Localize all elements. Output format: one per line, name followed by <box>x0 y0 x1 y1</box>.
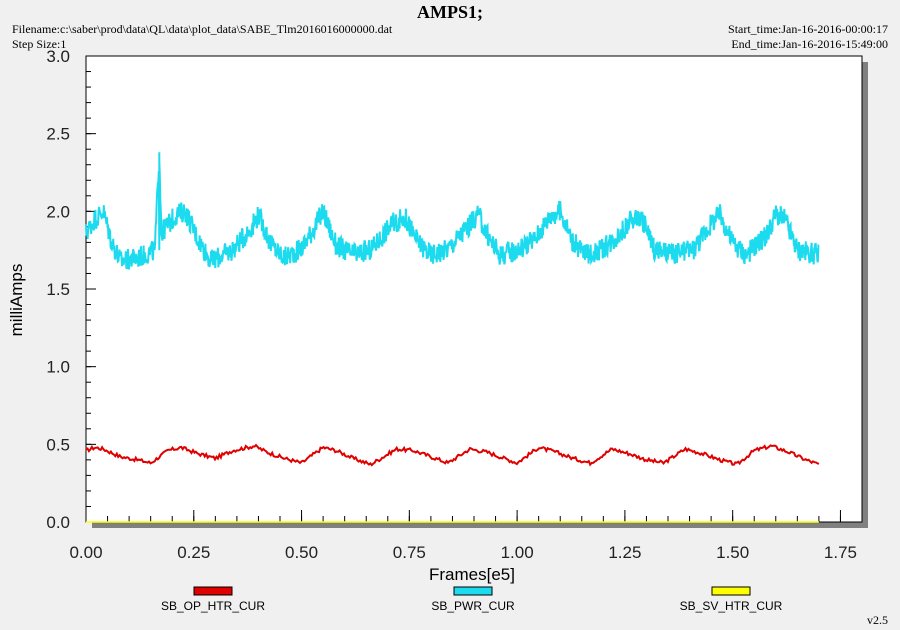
legend-label: SB_SV_HTR_CUR <box>680 599 783 613</box>
x-tick-label: 0.25 <box>177 543 210 562</box>
series-layer <box>85 152 820 523</box>
axes: 0.0 0.5 1.0 1.5 2.0 2.5 3.0 0.00 0.25 0.50 0.75 1.0… <box>46 47 857 562</box>
y-tick-label: 0.5 <box>46 435 70 454</box>
y-tick-label: 2.0 <box>46 202 70 221</box>
x-tick-label: 1.50 <box>716 543 749 562</box>
y-tick-label: 2.5 <box>46 125 70 144</box>
chart-title: AMPS1; <box>417 2 483 22</box>
x-tick-label: 1.00 <box>501 543 534 562</box>
legend-swatch <box>711 586 751 596</box>
x-axis-title: Frames[e5] <box>429 565 515 584</box>
x-tick-label: 1.25 <box>608 543 641 562</box>
y-tick-label: 3.0 <box>46 47 70 66</box>
y-tick-label: 1.0 <box>46 358 70 377</box>
y-tick-label: 1.5 <box>46 280 70 299</box>
x-tick-label: 0.75 <box>393 543 426 562</box>
series-line-sb-op-htr-cur <box>85 443 820 467</box>
series-line-sb-pwr-cur <box>85 152 820 270</box>
plot-area <box>85 55 863 523</box>
legend: SB_OP_HTR_CUR SB_PWR_CUR SB_SV_HTR_CUR <box>161 586 783 613</box>
start-time-label: Start_time:Jan-16-2016-00:00:17 <box>728 22 888 36</box>
y-axis-title: milliAmps <box>7 264 26 337</box>
legend-swatch <box>193 586 233 596</box>
step-size-label: Step Size:1 <box>12 37 67 51</box>
x-tick-label: 0.00 <box>69 543 102 562</box>
legend-swatch <box>453 586 493 596</box>
filename-label: Filename:c:\saber\prod\data\QL\data\plot… <box>12 22 393 36</box>
x-tick-label: 0.50 <box>285 543 318 562</box>
legend-label: SB_OP_HTR_CUR <box>161 599 265 613</box>
y-tick-label: 0.0 <box>46 513 70 532</box>
version-label: v2.5 <box>867 613 888 627</box>
end-time-label: End_time:Jan-16-2016-15:49:00 <box>731 37 888 51</box>
x-tick-label: 1.75 <box>824 543 857 562</box>
legend-label: SB_PWR_CUR <box>431 599 515 613</box>
